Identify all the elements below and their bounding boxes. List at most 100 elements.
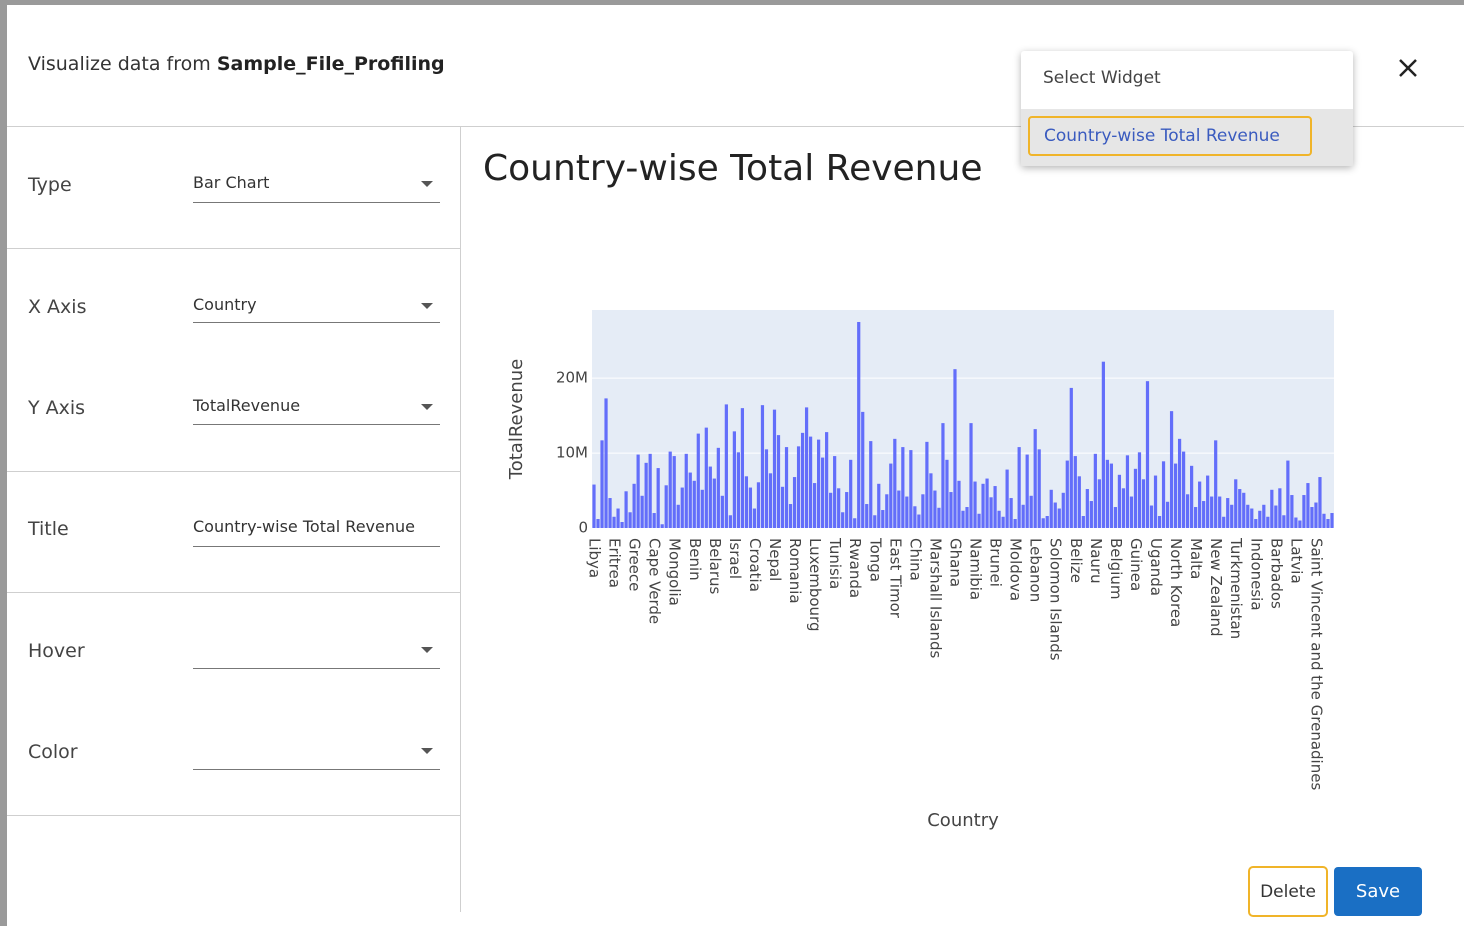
x-tick-label: Belarus: [706, 538, 724, 595]
divider: [7, 815, 460, 816]
x-tick-label: Mongolia: [666, 538, 684, 606]
bar: [652, 513, 656, 528]
dropdown-arrow[interactable]: [421, 404, 433, 410]
bar: [937, 507, 941, 528]
x-tick-label: Greece: [626, 538, 644, 591]
x-tick-label: East Timor: [886, 538, 904, 619]
save-button[interactable]: Save: [1334, 867, 1422, 916]
bar: [636, 454, 640, 528]
bar: [877, 483, 881, 528]
bar: [853, 518, 857, 528]
chart-title: Country-wise Total Revenue: [483, 148, 982, 189]
field-underline[interactable]: [193, 668, 440, 669]
bar: [752, 508, 757, 528]
bar: [1073, 456, 1077, 528]
bar: [768, 473, 773, 528]
bar: [672, 456, 676, 528]
bar: [1318, 477, 1322, 528]
bar: [1258, 510, 1262, 528]
divider: [7, 248, 460, 249]
x-tick-label: Uganda: [1147, 538, 1165, 596]
bar: [1077, 476, 1081, 528]
bar: [1001, 516, 1005, 528]
widget-option[interactable]: Country-wise Total Revenue: [1028, 116, 1312, 156]
bar: [1145, 381, 1150, 528]
bar: [1113, 507, 1118, 528]
x-tick-label: Cape Verde: [646, 538, 664, 624]
bar: [941, 423, 945, 528]
bar: [720, 495, 724, 528]
y-tick-label: 20M: [556, 369, 588, 387]
field-underline[interactable]: [193, 769, 440, 770]
bar: [1218, 496, 1222, 528]
x-tick-label: Belize: [1067, 538, 1085, 583]
bar: [740, 408, 745, 528]
bar: [1137, 452, 1142, 528]
close-button[interactable]: [1397, 57, 1419, 79]
bar: [1314, 502, 1318, 528]
bar: [893, 438, 897, 528]
bar: [857, 321, 861, 528]
bar: [1149, 505, 1154, 528]
bar: [817, 439, 821, 528]
x-tick-label: Marshall Islands: [926, 538, 944, 659]
bar: [1306, 483, 1310, 528]
bar: [1085, 489, 1089, 528]
bar: [728, 515, 732, 528]
bar: [829, 492, 833, 528]
bar: [1242, 492, 1246, 528]
bar: [1133, 468, 1138, 528]
field-value[interactable]: TotalRevenue: [193, 396, 301, 415]
bar: [1089, 501, 1093, 528]
x-tick-label: Lebanon: [1027, 538, 1045, 602]
x-tick-label: Ghana: [946, 538, 964, 587]
y-tick-label: 0: [578, 519, 588, 537]
bar: [1250, 508, 1254, 528]
bar: [1186, 494, 1190, 528]
bar: [796, 446, 801, 528]
x-tick-label: Solomon Islands: [1047, 538, 1065, 661]
bar: [1286, 460, 1290, 528]
bar: [1234, 479, 1238, 528]
bar: [1226, 498, 1230, 528]
bar: [668, 451, 672, 528]
x-tick-label: Saint Vincent and the Grenadines: [1307, 538, 1325, 790]
bar: [1069, 387, 1073, 528]
dropdown-arrow[interactable]: [421, 647, 433, 653]
field-value[interactable]: Country: [193, 295, 257, 314]
bar: [1129, 496, 1134, 528]
x-tick-label: Malta: [1187, 538, 1205, 579]
x-tick-label: Brunei: [987, 538, 1005, 587]
x-tick-label: Namibia: [967, 538, 985, 600]
bar: [897, 490, 901, 528]
bar: [1246, 504, 1250, 528]
bar: [1025, 454, 1029, 528]
delete-button[interactable]: Delete: [1248, 866, 1328, 917]
bar: [624, 491, 628, 528]
x-tick-label: Barbados: [1267, 538, 1285, 609]
field-label: X Axis: [28, 296, 87, 318]
bar: [724, 404, 728, 528]
bar: [981, 483, 985, 528]
dropdown-arrow[interactable]: [421, 181, 433, 187]
bar: [1274, 505, 1278, 528]
bar: [1254, 519, 1258, 528]
y-axis-title: TotalRevenue: [506, 359, 527, 480]
bar: [684, 453, 688, 528]
dropdown-arrow[interactable]: [421, 303, 433, 309]
field-value[interactable]: Country-wise Total Revenue: [193, 517, 415, 536]
bar: [1214, 440, 1218, 528]
bar: [756, 482, 761, 528]
bar: [784, 447, 789, 528]
bar: [800, 432, 805, 528]
bar: [1330, 513, 1334, 528]
title-prefix: Visualize data from: [28, 53, 211, 75]
bar: [873, 515, 877, 528]
bar: [1109, 463, 1114, 528]
bar: [841, 512, 845, 528]
dropdown-arrow[interactable]: [421, 748, 433, 754]
field-value[interactable]: Bar Chart: [193, 173, 270, 192]
bar: [1169, 411, 1174, 528]
field-label: Title: [28, 518, 69, 540]
